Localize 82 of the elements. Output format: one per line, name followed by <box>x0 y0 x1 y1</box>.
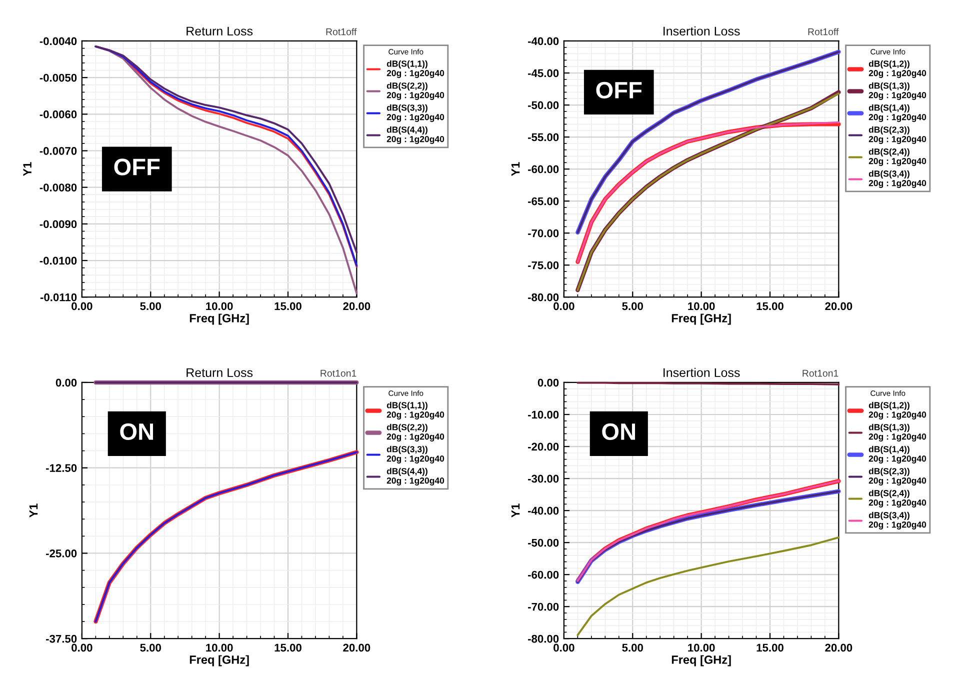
y-tick-label: -80.00 <box>528 634 559 643</box>
legend-label: dB(S(2,4)) 20g : 1g20g40 <box>868 148 926 166</box>
y-tick-label: -40.00 <box>528 37 559 46</box>
legend-label: dB(S(1,4)) 20g : 1g20g40 <box>868 446 926 464</box>
legend-label: dB(S(2,4)) 20g : 1g20g40 <box>868 490 926 508</box>
y-axis-title: Y1 <box>29 504 38 518</box>
annotation: OFF <box>114 158 160 176</box>
y-tick-label: -70.00 <box>528 229 559 238</box>
x-axis-title: Freq [GHz] <box>672 314 731 325</box>
y-axis-title: Y1 <box>23 162 32 176</box>
y-tick-label: 0.00 <box>538 378 559 387</box>
y-tick-label: -30.00 <box>528 474 559 483</box>
chart-title: Return Loss <box>186 368 253 378</box>
x-tick-label: 0.00 <box>554 644 574 652</box>
legend-label: dB(S(1,4)) 20g : 1g20g40 <box>868 104 926 122</box>
y-tick-label: -0.0060 <box>40 110 77 118</box>
y-tick-label: -10.00 <box>528 410 559 419</box>
x-tick-label: 15.00 <box>756 302 784 310</box>
x-tick-label: 20.00 <box>825 644 852 652</box>
y-tick-label: -75.00 <box>528 261 559 270</box>
legend-label: dB(S(4,4)) 20g : 1g20g40 <box>386 126 444 144</box>
text: Rot1off <box>808 28 839 36</box>
x-tick-label: 15.00 <box>274 644 302 652</box>
y-tick-label: -40.00 <box>528 506 559 515</box>
legend-label: dB(S(3,4)) 20g : 1g20g40 <box>868 512 926 530</box>
x-tick-label: 5.00 <box>140 302 161 310</box>
chart-title: Insertion Loss <box>664 368 740 378</box>
annotation: OFF <box>596 82 642 99</box>
y-tick-label: -50.00 <box>528 101 559 110</box>
y-tick-label: -37.50 <box>46 634 77 643</box>
legend-label: dB(S(3,3)) 20g : 1g20g40 <box>386 446 444 464</box>
y-tick-label: -12.50 <box>46 464 77 472</box>
y-tick-label: -0.0100 <box>40 256 77 265</box>
y-tick-label: -0.0090 <box>40 220 77 228</box>
y-tick-label: -60.00 <box>528 165 559 174</box>
x-tick-label: 10.00 <box>688 644 715 652</box>
y-tick-label: -80.00 <box>528 293 559 302</box>
y-tick-label: -0.0040 <box>40 37 77 46</box>
y-tick-label: -45.00 <box>528 69 559 78</box>
legend-label: dB(S(3,3)) 20g : 1g20g40 <box>386 104 444 122</box>
y-tick-label: -55.00 <box>528 133 559 142</box>
x-tick-label: 10.00 <box>688 302 715 310</box>
x-tick-label: 5.00 <box>622 302 643 310</box>
x-tick-label: 10.00 <box>206 302 233 310</box>
y-tick-label: -0.0050 <box>40 74 77 82</box>
y-tick-label: -0.0080 <box>40 184 77 192</box>
annotation: ON <box>120 423 154 440</box>
x-tick-label: 20.00 <box>343 644 370 652</box>
x-tick-label: 0.00 <box>554 302 574 310</box>
y-tick-label: -70.00 <box>528 602 559 611</box>
legend-label: dB(S(3,4)) 20g : 1g20g40 <box>868 170 926 188</box>
x-tick-label: 5.00 <box>622 644 643 652</box>
legend-label: dB(S(4,4)) 20g : 1g20g40 <box>386 468 444 486</box>
y-axis-title: Y1 <box>511 504 520 518</box>
legend-label: dB(S(2,3)) 20g : 1g20g40 <box>868 468 926 486</box>
chart-title: Return Loss <box>186 26 253 36</box>
y-axis-title: Y1 <box>511 162 520 176</box>
y-tick-label: 0.00 <box>56 378 77 387</box>
y-tick-label: -50.00 <box>528 538 559 547</box>
x-axis-title: Freq [GHz] <box>190 655 249 666</box>
y-tick-label: -25.00 <box>46 549 77 558</box>
y-tick-label: -20.00 <box>528 442 559 451</box>
x-tick-label: 0.00 <box>72 302 92 310</box>
x-tick-label: 10.00 <box>206 644 233 652</box>
y-tick-label: -0.0070 <box>40 147 77 155</box>
chart-title: Insertion Loss <box>664 26 740 36</box>
x-tick-label: 0.00 <box>72 644 92 652</box>
legend-label: dB(S(2,3)) 20g : 1g20g40 <box>868 126 926 144</box>
x-tick-label: 20.00 <box>343 302 370 310</box>
x-tick-label: 15.00 <box>756 644 784 652</box>
y-tick-label: -0.0110 <box>40 293 77 302</box>
text: Rot1on1 <box>802 370 838 377</box>
annotation: ON <box>602 423 636 440</box>
x-tick-label: 5.00 <box>140 644 161 652</box>
text: Rot1on1 <box>320 370 356 377</box>
x-tick-label: 20.00 <box>825 302 852 310</box>
text: Rot1off <box>326 28 357 36</box>
x-axis-title: Freq [GHz] <box>672 655 731 666</box>
y-tick-label: -60.00 <box>528 570 559 579</box>
x-axis-title: Freq [GHz] <box>190 314 249 325</box>
x-tick-label: 15.00 <box>274 302 302 310</box>
y-tick-label: -65.00 <box>528 197 559 206</box>
